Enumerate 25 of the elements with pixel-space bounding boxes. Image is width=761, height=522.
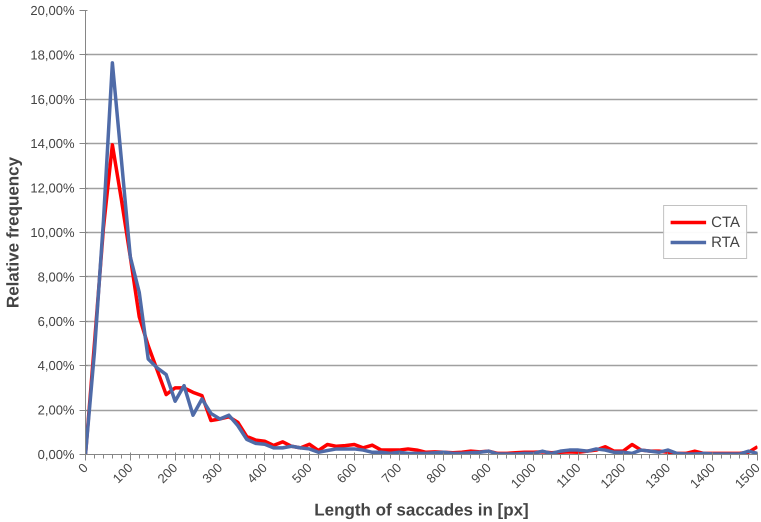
y-tick-label: 2,00% [38,402,75,418]
x-tick-label: 200 [154,460,180,486]
y-tick-label: 20,00% [30,3,75,18]
x-axis-title: Length of saccades in [px] [314,500,529,520]
y-tick-label: 6,00% [38,314,75,329]
y-tick-label: 8,00% [38,269,75,284]
x-tick-label: 0 [75,460,91,476]
y-axis-title: Relative frequency [3,156,22,308]
x-tick-label: 300 [199,460,226,486]
y-tick-label: 12,00% [30,180,75,196]
x-tick-label: 600 [334,460,360,486]
y-tick-label: 4,00% [38,358,75,374]
x-tick-label: 900 [468,460,494,486]
x-tick-label: 700 [378,460,404,486]
x-tick-label: 800 [423,460,450,486]
y-tick-label: 10,00% [30,225,75,240]
legend-label: RTA [711,234,740,250]
y-tick-label: 0,00% [38,447,75,462]
x-tick-label: 400 [244,460,270,486]
y-tick-label: 14,00% [30,136,75,152]
y-tick-label: 16,00% [30,92,75,107]
x-tick-label: 500 [288,460,315,486]
legend-label: CTA [711,214,740,230]
x-tick-label: 100 [110,460,136,486]
y-tick-label: 18,00% [30,47,75,62]
